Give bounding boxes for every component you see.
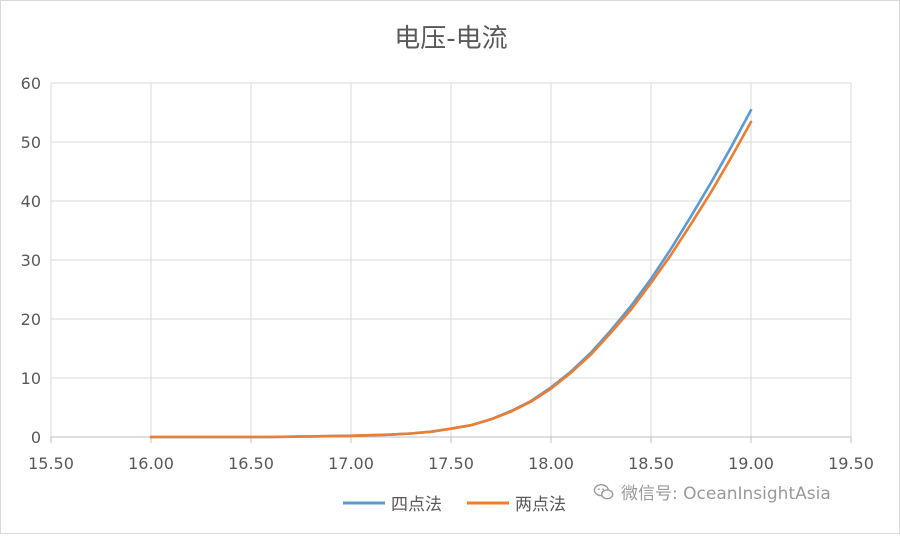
y-tick-label: 0 xyxy=(31,428,41,447)
chart-title: 电压-电流 xyxy=(394,24,507,54)
grid-lines xyxy=(50,82,852,437)
x-tick-label: 19.00 xyxy=(728,454,774,473)
y-tick-label: 60 xyxy=(21,74,41,93)
watermark-text: 微信号: OceanInsightAsia xyxy=(621,484,831,504)
y-tick-label: 30 xyxy=(21,251,41,270)
x-tick-label: 17.50 xyxy=(428,454,474,473)
legend-label-2: 两点法 xyxy=(515,495,566,515)
x-tick-label: 16.00 xyxy=(128,454,174,473)
y-tick-label: 40 xyxy=(21,192,41,211)
series-line-2 xyxy=(149,120,753,439)
x-tick-label: 18.00 xyxy=(528,454,574,473)
y-tick-label: 20 xyxy=(21,310,41,329)
y-tick-label: 10 xyxy=(21,369,41,388)
tick-labels: 0 10 20 30 40 50 60 15.50 16.00 16.50 17.00 17.50 18… xyxy=(21,74,874,473)
y-tick-label: 50 xyxy=(21,133,41,152)
x-tick-label: 16.50 xyxy=(228,454,274,473)
x-tick-label: 17.00 xyxy=(328,454,374,473)
series-lines xyxy=(149,108,753,439)
legend: 四点法 两点法 xyxy=(343,495,566,515)
legend-label-1: 四点法 xyxy=(391,495,442,515)
x-tick-label: 15.50 xyxy=(28,454,74,473)
wechat-icon xyxy=(593,483,614,499)
watermark: 微信号: OceanInsightAsia xyxy=(593,479,831,504)
x-tick-label: 19.50 xyxy=(828,454,874,473)
x-tick-label: 18.50 xyxy=(628,454,674,473)
